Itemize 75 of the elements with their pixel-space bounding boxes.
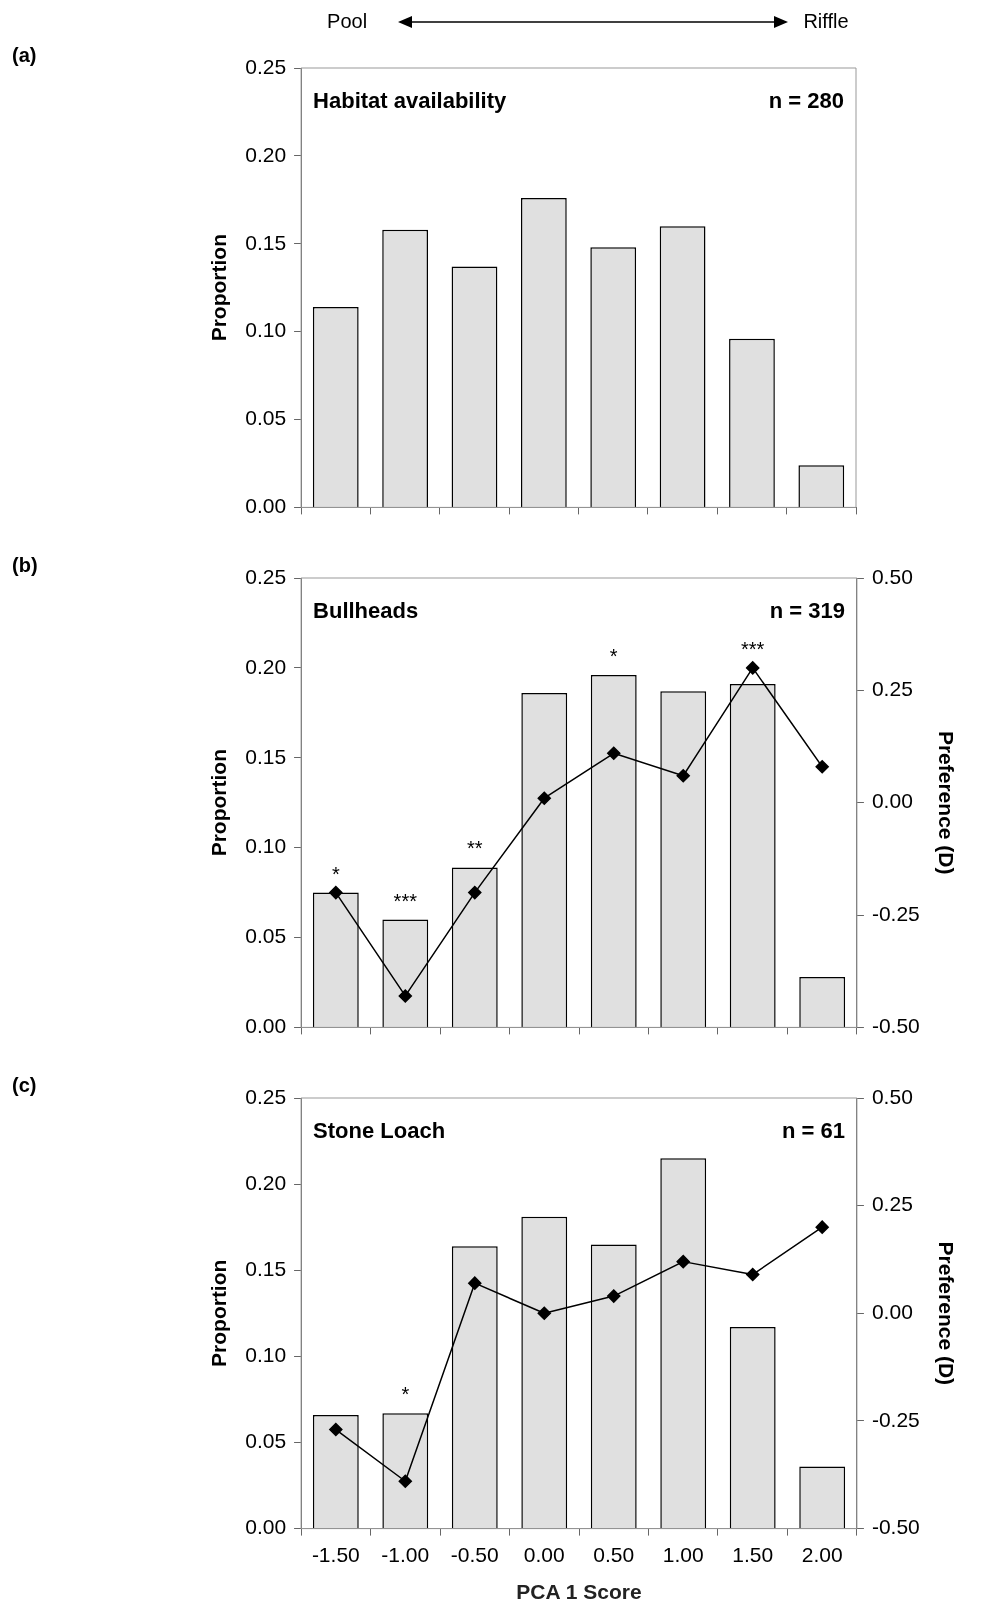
y-tick-label: 0.10 [245,834,287,858]
y-tick-label: 0.20 [245,654,287,678]
y2-tick-label: 0.50 [871,1084,913,1108]
y2-tick-label: -0.50 [871,1014,920,1038]
y-axis-title: Proportion [207,234,231,342]
y-tick-label: 0.00 [245,1014,287,1038]
annotation: n = 280 [768,88,844,114]
annotation: n = 61 [781,1118,845,1144]
text: (a) [12,43,37,66]
x-tick-label: 1.00 [662,1543,704,1566]
point [676,768,690,783]
point [468,885,482,900]
y-tick-label: 0.05 [245,1429,287,1453]
y2-tick-label: 0.00 [871,789,913,813]
y-tick-label: 0.10 [245,1343,287,1367]
text: (c) [12,1073,37,1096]
point [745,1267,760,1282]
y2-tick-label: -0.25 [871,901,920,925]
point [398,1474,413,1488]
y-tick-label: 0.20 [245,142,287,166]
data-label: * [401,1383,410,1406]
data-label: * [331,862,340,885]
y-tick-label: 0.00 [245,1515,287,1539]
text: (b) [12,553,38,576]
y-tick-label: 0.25 [245,1084,287,1108]
y-tick-label: 0.25 [245,564,287,588]
x-tick-label: 0.00 [523,1543,565,1566]
point [468,1276,482,1290]
text: Riffle [803,9,849,32]
y-tick-label: 0.05 [245,406,287,430]
x-tick-label: -1.00 [381,1543,430,1566]
y2-tick-label: -0.50 [871,1515,920,1539]
y2-tick-label: 0.50 [871,564,913,588]
point [329,1422,343,1437]
x-tick-label: -0.50 [450,1543,499,1566]
y-tick-label: 0.15 [245,230,287,254]
y-axis-title: Proportion [207,749,231,857]
point [607,1289,621,1303]
text: Bullheads [313,598,419,624]
point [537,1306,552,1321]
text: Habitat availability [313,88,508,114]
point [815,760,829,774]
y2-axis-title: Preference (D) [934,1241,958,1386]
point [815,1220,829,1234]
x-tick-label: 1.50 [732,1543,774,1566]
point [398,989,413,1003]
data-label: *** [741,637,765,660]
point [745,661,760,675]
y2-tick-label: 0.00 [871,1300,913,1324]
y-tick-label: 0.15 [245,1257,287,1281]
y-tick-label: 0.25 [245,54,287,78]
text: Stone Loach [313,1118,446,1144]
y-tick-label: 0.15 [245,744,287,768]
y-axis-title: Proportion [207,1259,231,1367]
text: Pool [327,9,368,32]
x-tick-label: -1.50 [311,1543,360,1566]
point [537,791,552,805]
data-label: ** [466,837,483,860]
y2-tick-label: -0.25 [871,1407,920,1431]
y-tick-label: 0.10 [245,318,287,342]
y-tick-label: 0.00 [245,494,287,518]
x-tick-label: 2.00 [801,1543,843,1566]
point [607,746,621,761]
x-tick-label: 0.50 [593,1543,635,1566]
y2-tick-label: 0.25 [871,1192,913,1216]
data-label: *** [393,889,418,912]
point [329,885,343,900]
y-tick-label: 0.20 [245,1170,287,1194]
y2-tick-label: 0.25 [871,677,913,701]
y-tick-label: 0.05 [245,924,287,948]
annotation: n = 319 [769,598,845,624]
x-axis-title: PCA 1 Score [516,1580,642,1604]
data-label: * [609,645,618,668]
y2-axis-title: Preference (D) [934,730,958,875]
point [676,1254,690,1269]
